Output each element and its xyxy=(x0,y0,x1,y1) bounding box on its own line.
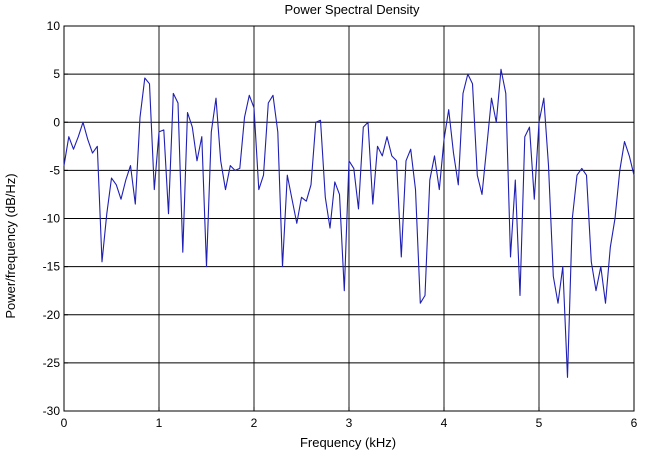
y-tick-label: -30 xyxy=(43,404,61,418)
x-tick-label: 1 xyxy=(156,416,163,430)
x-tick-label: 3 xyxy=(346,416,353,430)
y-ticks: 10 5 0 -5 -10 -15 -20 -25 -30 xyxy=(43,19,68,418)
x-tick-label: 5 xyxy=(536,416,543,430)
y-tick-label: -20 xyxy=(43,308,61,322)
psd-series-line xyxy=(63,68,635,378)
y-tick-label: -10 xyxy=(43,212,61,226)
y-tick-label: -15 xyxy=(43,260,61,274)
horizontal-grid xyxy=(64,73,634,364)
y-axis-title: Power/frequency (dB/Hz) xyxy=(3,173,18,318)
y-tick-label: 10 xyxy=(47,19,61,33)
chart-title: Power Spectral Density xyxy=(284,2,420,17)
y-tick-label: 0 xyxy=(53,115,60,129)
y-tick-label: -5 xyxy=(49,163,60,177)
x-tick-label: 6 xyxy=(631,416,638,430)
x-tick-label: 2 xyxy=(251,416,258,430)
x-tick-label: 4 xyxy=(441,416,448,430)
x-ticks: 0 1 2 3 4 5 6 xyxy=(61,407,638,430)
y-tick-label: -25 xyxy=(43,356,61,370)
y-tick-label: 5 xyxy=(53,67,60,81)
x-tick-label: 0 xyxy=(61,416,68,430)
x-axis-title: Frequency (kHz) xyxy=(300,435,396,450)
